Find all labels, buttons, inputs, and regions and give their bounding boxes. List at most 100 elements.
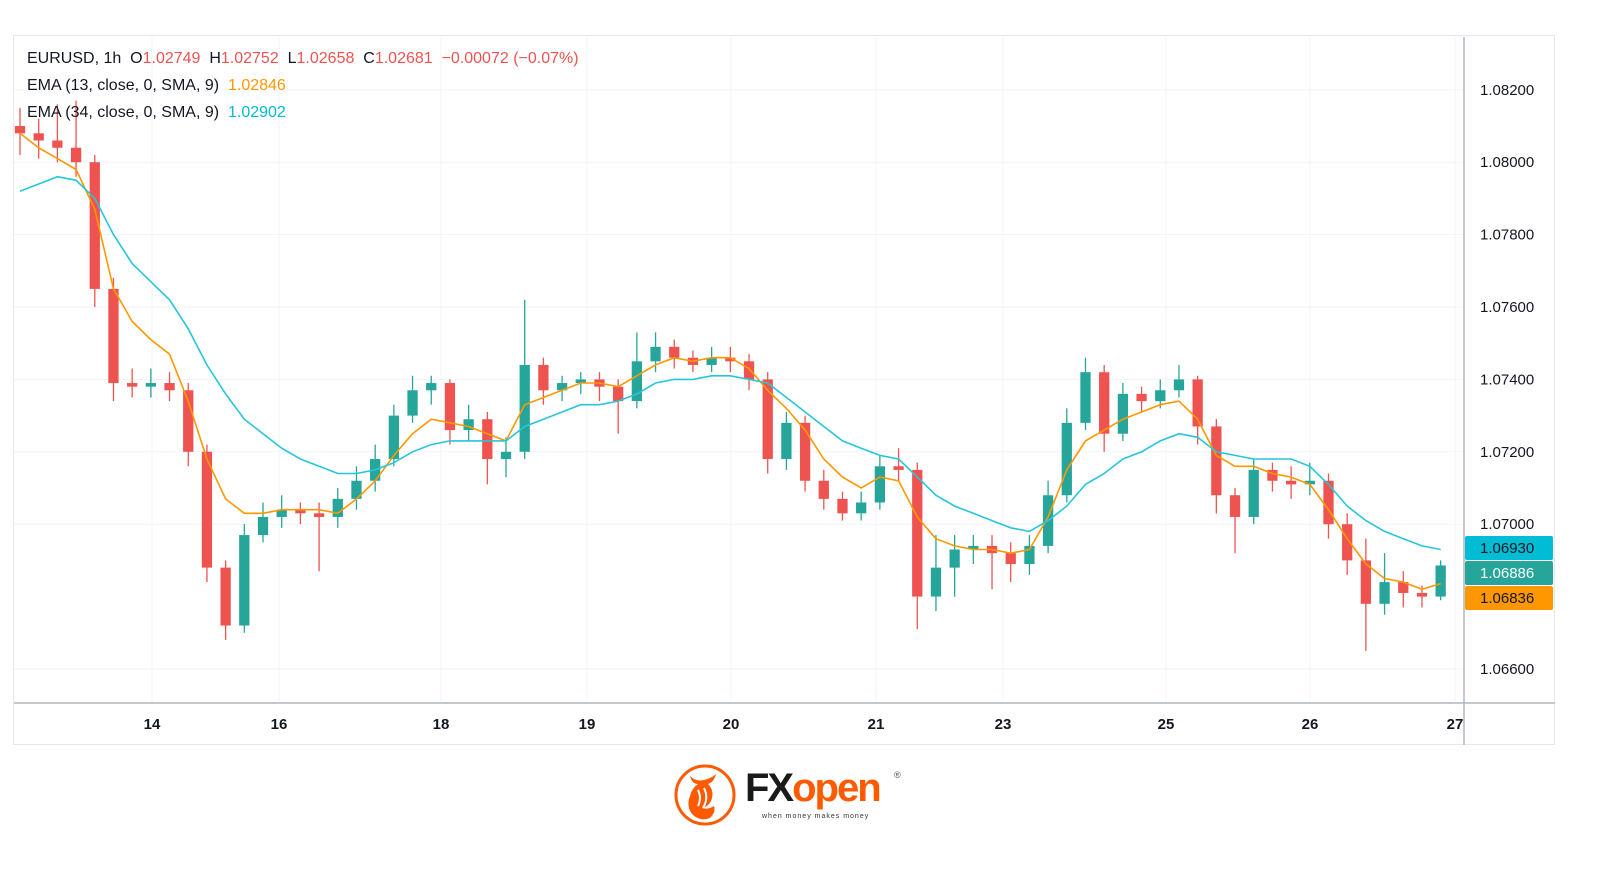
- candle-down: [743, 361, 755, 380]
- ema34-line: [19, 175, 1441, 551]
- open-value: 1.02749: [142, 50, 201, 67]
- candle-down: [1229, 495, 1241, 517]
- brand-wordmark: FXopen: [745, 766, 882, 810]
- y-tick-label: 1.07400: [1480, 371, 1534, 388]
- candle-down: [164, 383, 175, 391]
- y-tick-label: 1.07800: [1480, 227, 1534, 244]
- low-value: 1.02658: [296, 50, 355, 67]
- candle-up: [257, 516, 269, 536]
- x-tick-label: 18: [433, 716, 450, 733]
- candle-up: [407, 390, 418, 416]
- candle-down: [1192, 379, 1203, 427]
- candle-up: [1080, 372, 1091, 423]
- x-tick-label: 25: [1158, 716, 1175, 733]
- brand-fx: FX: [745, 766, 794, 810]
- candle-up: [949, 549, 960, 568]
- candle-up: [1173, 379, 1185, 391]
- candle-down: [1398, 582, 1409, 593]
- candle-down: [538, 364, 549, 391]
- ema34-price-label: [1465, 536, 1553, 560]
- change-value: −0.00072 (−0.07%): [441, 50, 579, 67]
- candle-down: [1099, 372, 1110, 434]
- ema13-price-label: [1465, 586, 1553, 610]
- y-tick-label: 1.08200: [1480, 82, 1534, 99]
- candle-up: [874, 466, 886, 503]
- candle-up: [463, 419, 474, 431]
- close-value: 1.02681: [374, 50, 433, 67]
- candle-up: [1155, 390, 1166, 402]
- candle-up: [650, 346, 661, 362]
- candle-down: [1342, 524, 1353, 561]
- last-price-label: [1465, 561, 1553, 585]
- ema34-label: EMA (34, close, 0, SMA, 9): [27, 104, 220, 121]
- candle-up: [930, 567, 942, 597]
- candle-down: [201, 451, 213, 568]
- chart-frame: [13, 35, 1555, 745]
- last-price-label-text: 1.06886: [1480, 565, 1534, 582]
- ema13-label: EMA (13, close, 0, SMA, 9): [27, 77, 220, 94]
- candle-up: [388, 415, 399, 460]
- candle-down: [220, 567, 231, 626]
- candle-up: [856, 502, 867, 514]
- candle-down: [912, 469, 923, 597]
- y-tick-label: 1.07000: [1480, 516, 1534, 533]
- close-label: C: [363, 50, 375, 67]
- ema34-value: 1.02902: [227, 104, 286, 121]
- symbol-ohlc-legend: EURUSD, 1h O1.02749 H1.02752 L1.02658 C1…: [27, 49, 579, 69]
- registered-mark: ®: [894, 770, 901, 780]
- candle-down: [669, 346, 680, 358]
- x-tick-label: 20: [723, 716, 740, 733]
- ema34-legend[interactable]: EMA (34, close, 0, SMA, 9) 1.02902: [27, 103, 286, 123]
- candle-down: [725, 357, 736, 362]
- candle-down: [1136, 393, 1147, 402]
- candle-down: [1323, 480, 1334, 525]
- candle-down: [108, 288, 119, 384]
- candle-down: [1211, 426, 1222, 496]
- ema13-line: [19, 132, 1441, 591]
- candle-up: [1061, 422, 1072, 496]
- candle-up: [631, 361, 643, 402]
- candle-down: [818, 480, 829, 499]
- low-label: L: [287, 50, 297, 67]
- high-value: 1.02752: [220, 50, 279, 67]
- candle-up: [519, 364, 530, 452]
- x-tick-label: 27: [1447, 716, 1464, 733]
- candlestick-chart[interactable]: 1.08200 1.08000 1.07800 1.07600 1.07400 1.072…: [0, 0, 1600, 760]
- candle-up: [1304, 480, 1315, 485]
- candle-up: [1024, 545, 1035, 565]
- candle-up: [575, 379, 586, 384]
- candle-down: [89, 162, 100, 289]
- ema13-value: 1.02846: [227, 77, 286, 94]
- candle-up: [781, 422, 792, 460]
- x-tick-label: 23: [995, 716, 1012, 733]
- high-label: H: [209, 50, 221, 67]
- candle-down: [14, 126, 26, 134]
- candle-up: [351, 480, 362, 499]
- candle-down: [33, 133, 44, 141]
- y-tick-label: 1.07200: [1480, 444, 1534, 461]
- x-tick-label: 21: [868, 716, 885, 733]
- candle-up: [239, 535, 250, 626]
- x-tick-label: 14: [144, 716, 161, 733]
- y-tick-label: 1.07600: [1480, 299, 1534, 316]
- candle-up: [332, 498, 343, 517]
- candle-down: [1416, 592, 1428, 597]
- candle-up: [276, 509, 287, 517]
- candle-down: [295, 509, 306, 514]
- fxopen-logo: FXopen ® when money makes money: [672, 762, 912, 828]
- symbol-label: EURUSD, 1h: [27, 50, 122, 67]
- candle-down: [799, 422, 811, 481]
- x-tick-label: 16: [271, 716, 288, 733]
- candle-up: [1435, 565, 1446, 597]
- y-tick-label: 1.08000: [1480, 154, 1534, 171]
- candle-up: [1379, 582, 1390, 604]
- candle-down: [1285, 480, 1297, 485]
- candle-up: [1117, 393, 1129, 434]
- candle-down: [1267, 469, 1278, 481]
- candle-down: [837, 498, 848, 514]
- candle-down: [893, 466, 904, 470]
- candle-down: [127, 383, 138, 387]
- ema13-legend[interactable]: EMA (13, close, 0, SMA, 9) 1.02846: [27, 76, 286, 96]
- candle-up: [556, 383, 568, 391]
- candle-up: [500, 451, 512, 460]
